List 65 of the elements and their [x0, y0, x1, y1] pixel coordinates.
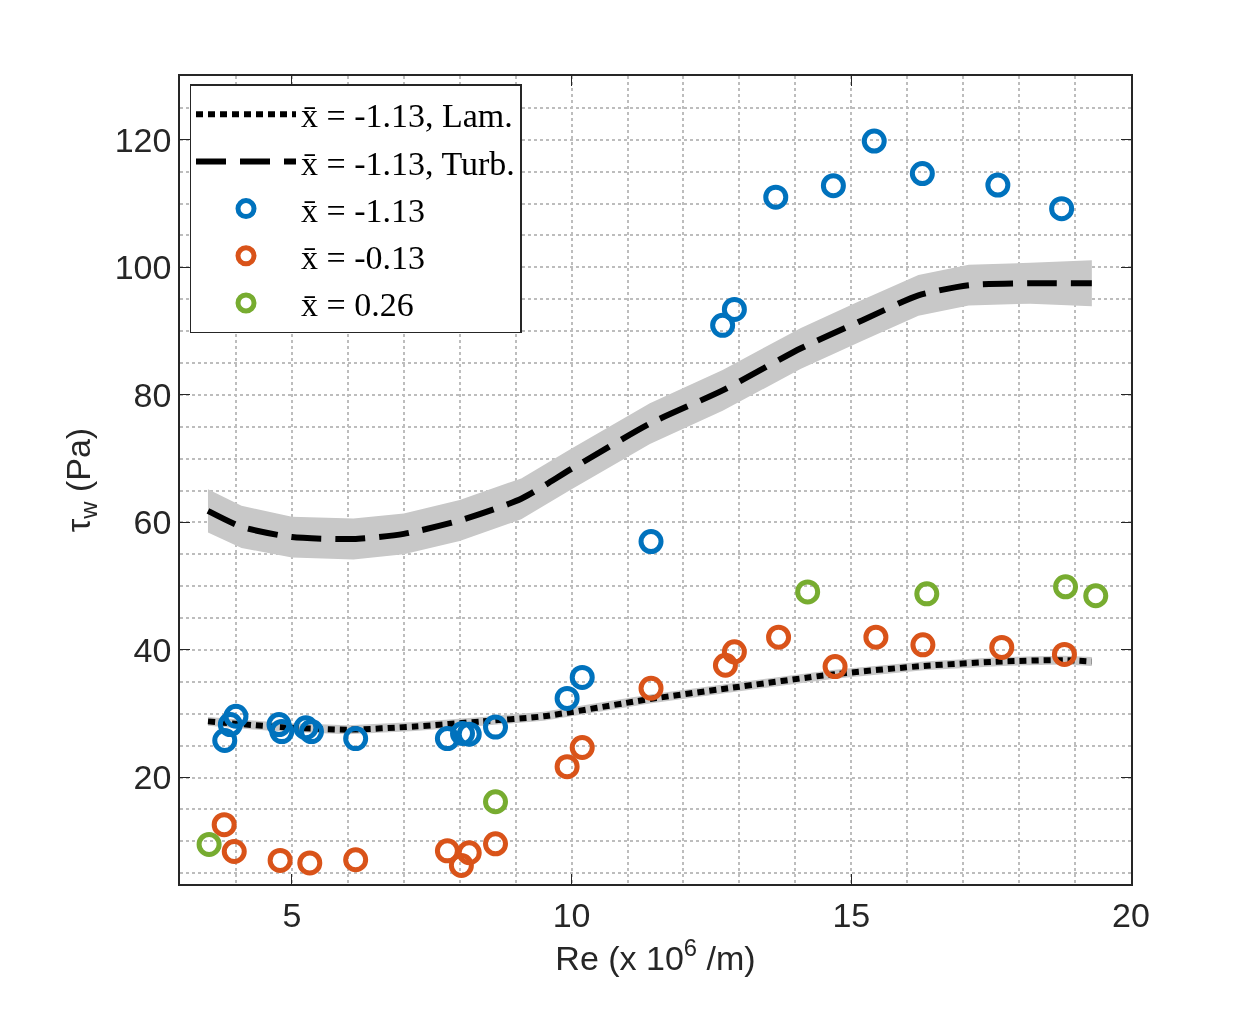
point [710, 312, 736, 338]
point [795, 579, 821, 605]
point [297, 850, 323, 876]
point [434, 838, 460, 864]
point [554, 685, 580, 711]
point [638, 675, 664, 701]
point [196, 831, 222, 857]
point [985, 172, 1011, 198]
point [910, 632, 936, 658]
x-tick-label: 10 [552, 895, 591, 934]
legend-label: x̄ = -1.13 [301, 191, 426, 229]
y-tick-label: 80 [133, 375, 172, 414]
point [863, 624, 889, 650]
point [721, 639, 747, 665]
legend-label: x̄ = -0.13 [301, 239, 426, 277]
point [721, 296, 747, 322]
y-tick-label: 40 [133, 630, 172, 669]
y-tick-label: 60 [133, 503, 172, 542]
point [569, 735, 595, 761]
point [1051, 641, 1077, 667]
point [456, 721, 482, 747]
point [1083, 583, 1109, 609]
point [766, 624, 792, 650]
y-tick-label: 20 [133, 758, 172, 797]
point [1053, 574, 1079, 600]
point [223, 703, 249, 729]
point [989, 634, 1015, 660]
point [448, 853, 474, 878]
legend-label: x̄ = -1.13, Turb. [301, 144, 515, 182]
x-axis-title: Re (x 10$^{6}$ /m) [555, 934, 756, 978]
point [861, 128, 887, 154]
point [298, 719, 324, 745]
point [820, 173, 846, 199]
point [212, 728, 238, 753]
point [822, 654, 848, 680]
point [554, 754, 580, 780]
y-tick-label: 100 [114, 248, 172, 287]
point [763, 184, 789, 210]
point [269, 719, 295, 745]
point [712, 652, 738, 678]
point [293, 715, 319, 741]
point [450, 721, 475, 746]
y-tick-label: 120 [114, 120, 172, 159]
x-tick-label: 5 [282, 895, 302, 934]
point [1049, 196, 1075, 222]
point [456, 840, 482, 866]
point [434, 726, 460, 752]
point [343, 726, 369, 752]
point [221, 838, 247, 864]
point [343, 847, 369, 873]
x-tick-label: 15 [832, 895, 871, 934]
point [267, 847, 293, 873]
legend-label: x̄ = 0.26 [301, 286, 414, 324]
point [483, 714, 509, 740]
point [483, 831, 509, 857]
point [909, 161, 935, 187]
point [638, 529, 664, 555]
point [569, 664, 595, 690]
point [483, 789, 509, 815]
legend-label: x̄ = -1.13, Lam. [301, 97, 513, 135]
point [217, 712, 243, 738]
point [266, 712, 292, 738]
point [914, 581, 940, 607]
point [211, 812, 237, 838]
x-tick-label: 20 [1112, 895, 1150, 934]
